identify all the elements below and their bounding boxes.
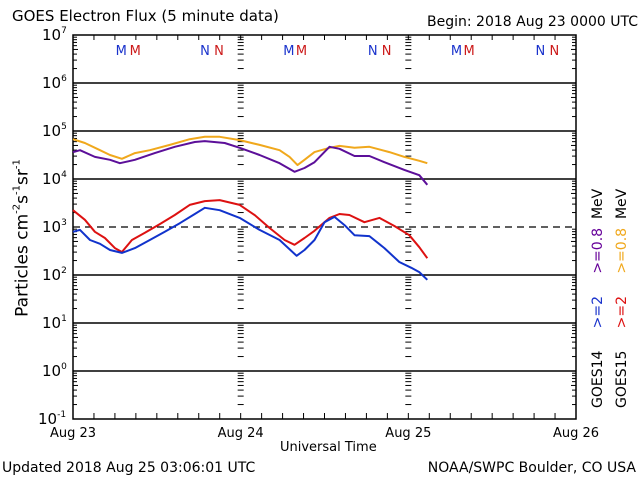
y-tick-exp: -1	[57, 410, 67, 420]
credit-text: NOAA/SWPC Boulder, CO USA	[427, 460, 636, 476]
legend-goes14-2mev: >=2	[590, 295, 606, 329]
x-tick-label: Aug 23	[49, 426, 97, 441]
y-tick-label: 104	[42, 170, 67, 188]
y-tick-exp: 6	[61, 74, 67, 84]
y-tick-exp: 7	[61, 26, 67, 36]
y-tick-base: 10	[42, 218, 62, 236]
y-tick-label: 105	[42, 122, 67, 140]
marker-label: M	[464, 44, 475, 59]
updated-timestamp: Updated 2018 Aug 25 03:06:01 UTC	[2, 460, 256, 476]
y-tick-label: 106	[42, 74, 67, 92]
marker-label: N	[368, 44, 378, 59]
legend-goes15-unit: MeV	[614, 188, 630, 220]
y-tick-label: 102	[42, 266, 67, 284]
y-tick-label: 10-1	[38, 410, 66, 428]
series-line-1	[72, 140, 429, 186]
y-tick-exp: 1	[61, 314, 67, 324]
legend-goes15: GOES15 >=2 >=0.8 MeV	[614, 189, 630, 408]
legend-goes14: GOES14 >=2 >=0.8 MeV	[590, 189, 606, 408]
chart-title: GOES Electron Flux (5 minute data)	[12, 7, 279, 25]
y-tick-base: 10	[42, 362, 62, 380]
x-axis-label: Universal Time	[280, 440, 377, 455]
legend-goes15-label: GOES15	[614, 350, 630, 408]
y-axis-label: Particles cm-2s-1sr-1	[11, 159, 33, 317]
legend-goes14-08mev: >=0.8	[590, 227, 606, 274]
y-tick-base: 10	[42, 170, 62, 188]
marker-label: M	[116, 44, 127, 59]
y-tick-base: 10	[42, 74, 62, 92]
series-line-0	[72, 135, 428, 167]
y-tick-base: 10	[38, 410, 58, 428]
y-tick-exp: 2	[61, 266, 67, 276]
marker-label: N	[536, 44, 546, 59]
y-tick-base: 10	[42, 122, 62, 140]
begin-time: Begin: 2018 Aug 23 0000 UTC	[427, 14, 638, 30]
marker-label: M	[296, 44, 307, 59]
legend-goes15-2mev: >=2	[614, 295, 630, 329]
legend-goes14-unit: MeV	[590, 188, 606, 220]
y-tick-base: 10	[42, 314, 62, 332]
marker-label: N	[214, 44, 224, 59]
x-tick-label: Aug 24	[217, 426, 264, 441]
series-line-2	[72, 199, 429, 259]
marker-label: M	[451, 44, 462, 59]
marker-label: N	[382, 44, 392, 59]
legend-goes14-label: GOES14	[590, 350, 606, 408]
series-line-3	[72, 206, 428, 281]
marker-label: M	[283, 44, 294, 59]
marker-label: N	[549, 44, 559, 59]
y-tick-exp: 5	[61, 122, 67, 132]
marker-label: M	[130, 44, 141, 59]
y-tick-exp: 4	[61, 170, 67, 180]
y-tick-base: 10	[42, 26, 62, 44]
marker-label: N	[200, 44, 210, 59]
y-tick-label: 103	[42, 218, 67, 236]
y-tick-exp: 3	[61, 218, 67, 228]
x-tick-label: Aug 25	[385, 426, 432, 441]
y-tick-label: 101	[42, 314, 67, 332]
y-tick-label: 100	[42, 362, 67, 380]
y-tick-label: 107	[42, 26, 67, 44]
legend-goes15-08mev: >=0.8	[614, 227, 630, 274]
y-tick-exp: 0	[61, 362, 67, 372]
y-tick-base: 10	[42, 266, 62, 284]
x-tick-label: Aug 26	[552, 426, 600, 441]
